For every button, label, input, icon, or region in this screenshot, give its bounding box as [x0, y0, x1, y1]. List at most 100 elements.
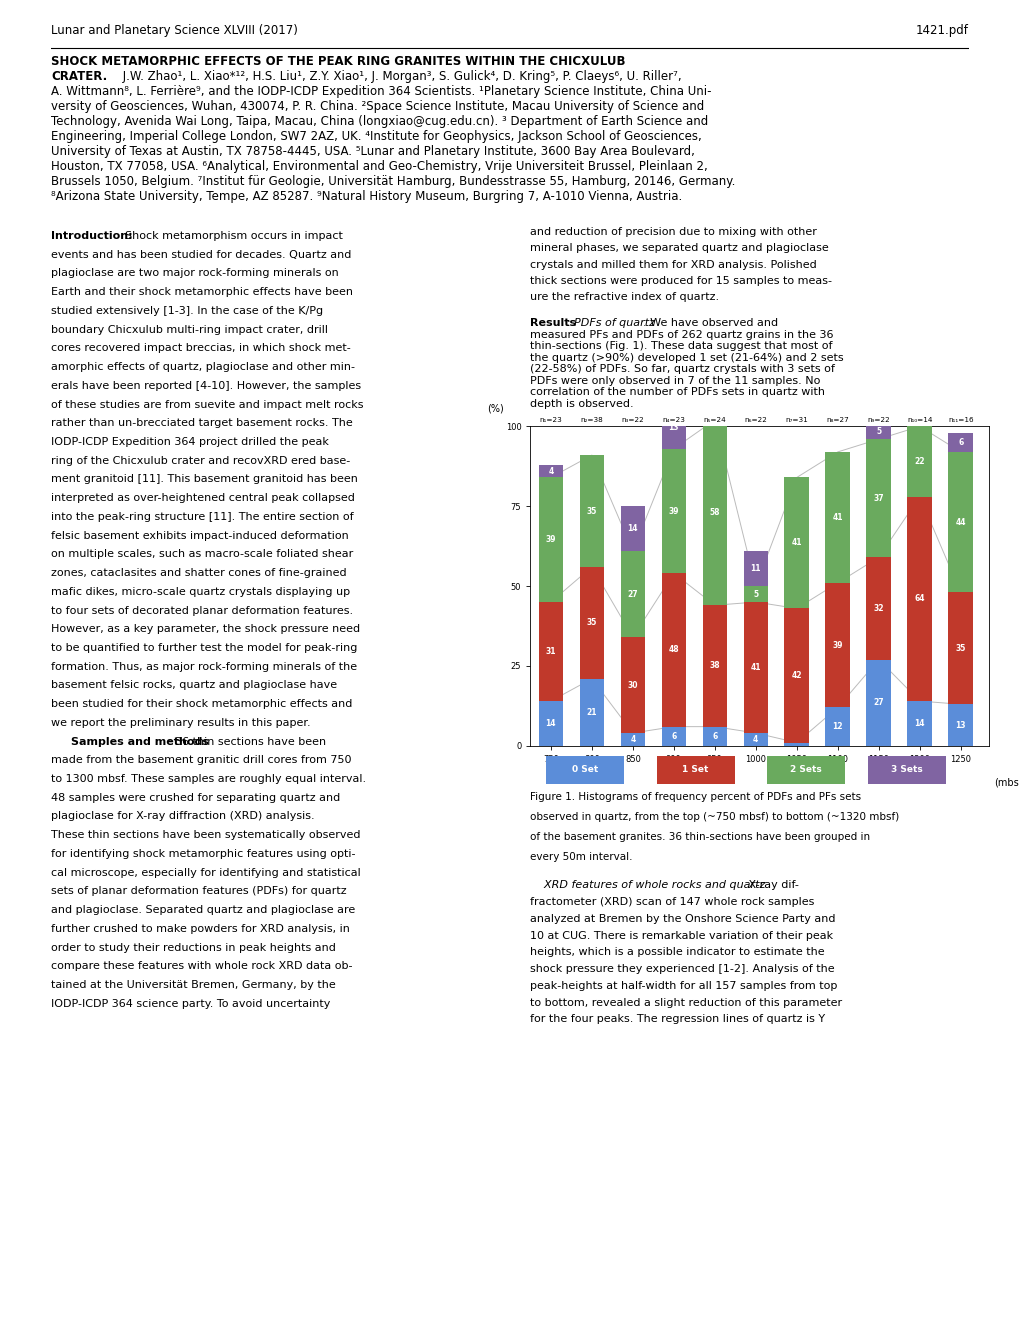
- Bar: [538, 465, 562, 478]
- Text: 6: 6: [711, 731, 716, 741]
- Text: been studied for their shock metamorphic effects and: been studied for their shock metamorphic…: [51, 700, 352, 709]
- Text: boundary Chicxulub multi-ring impact crater, drill: boundary Chicxulub multi-ring impact cra…: [51, 325, 328, 335]
- Bar: [743, 550, 767, 586]
- Text: 21: 21: [586, 708, 596, 717]
- Text: thin-sections (Fig. 1). These data suggest that most of: thin-sections (Fig. 1). These data sugge…: [530, 341, 833, 351]
- Bar: [661, 449, 686, 573]
- Text: 41: 41: [750, 663, 760, 672]
- Bar: [865, 424, 891, 440]
- Text: compare these features with whole rock XRD data ob-: compare these features with whole rock X…: [51, 961, 353, 972]
- Text: rather than un-brecciated target basement rocks. The: rather than un-brecciated target basemen…: [51, 418, 353, 428]
- Text: IODP-ICDP 364 science party. To avoid uncertainty: IODP-ICDP 364 science party. To avoid un…: [51, 999, 330, 1008]
- Text: 39: 39: [832, 640, 842, 649]
- Text: Introduction:: Introduction:: [51, 231, 132, 242]
- Text: These thin sections have been systematically observed: These thin sections have been systematic…: [51, 830, 360, 841]
- Bar: [824, 451, 849, 583]
- Text: 14: 14: [545, 719, 555, 727]
- Bar: [620, 638, 644, 733]
- Bar: [661, 407, 686, 449]
- Text: and reduction of precision due to mixing with other: and reduction of precision due to mixing…: [530, 227, 816, 238]
- Text: on multiple scales, such as macro-scale foliated shear: on multiple scales, such as macro-scale …: [51, 549, 353, 560]
- Text: n₉=22: n₉=22: [866, 417, 890, 422]
- Bar: [702, 420, 727, 606]
- Bar: [546, 755, 624, 784]
- Text: 27: 27: [872, 698, 883, 708]
- Text: 39: 39: [545, 536, 555, 544]
- Text: basement felsic rocks, quartz and plagioclase have: basement felsic rocks, quartz and plagio…: [51, 680, 337, 690]
- Bar: [865, 557, 891, 660]
- Text: every 50m interval.: every 50m interval.: [530, 851, 632, 862]
- Bar: [538, 478, 562, 602]
- Text: we report the preliminary results in this paper.: we report the preliminary results in thi…: [51, 718, 311, 727]
- Text: 6: 6: [671, 731, 676, 741]
- Text: 42: 42: [791, 671, 801, 680]
- Text: Lunar and Planetary Science XLVIII (2017): Lunar and Planetary Science XLVIII (2017…: [51, 24, 298, 37]
- Text: 5: 5: [875, 426, 880, 436]
- Text: . We have observed and: . We have observed and: [643, 318, 777, 329]
- Bar: [661, 573, 686, 726]
- Bar: [579, 455, 603, 566]
- Bar: [702, 726, 727, 746]
- Text: for the four peaks. The regression lines of quartz is Y: for the four peaks. The regression lines…: [530, 1015, 824, 1024]
- Text: ⁸Arizona State University, Tempe, AZ 85287. ⁹Natural History Museum, Burgring 7,: ⁸Arizona State University, Tempe, AZ 852…: [51, 190, 682, 203]
- Bar: [620, 733, 644, 746]
- Text: to 1300 mbsf. These samples are roughly equal interval.: to 1300 mbsf. These samples are roughly …: [51, 774, 366, 784]
- Text: 44: 44: [955, 517, 965, 527]
- Text: measured PFs and PDFs of 262 quartz grains in the 36: measured PFs and PDFs of 262 quartz grai…: [530, 330, 834, 339]
- Text: n₇=31: n₇=31: [785, 417, 807, 422]
- Bar: [538, 602, 562, 701]
- Text: order to study their reductions in peak heights and: order to study their reductions in peak …: [51, 942, 335, 953]
- Text: peak-heights at half-width for all 157 samples from top: peak-heights at half-width for all 157 s…: [530, 981, 837, 991]
- Text: further crushed to make powders for XRD analysis, in: further crushed to make powders for XRD …: [51, 924, 350, 933]
- Text: PDFs were only observed in 7 of the 11 samples. No: PDFs were only observed in 7 of the 11 s…: [530, 376, 820, 385]
- Bar: [702, 606, 727, 726]
- Text: 58: 58: [709, 508, 719, 517]
- Text: Samples and methods: Samples and methods: [71, 737, 209, 747]
- Text: of the basement granites. 36 thin-sections have been grouped in: of the basement granites. 36 thin-sectio…: [530, 832, 869, 842]
- Text: n₅=24: n₅=24: [703, 417, 726, 422]
- Text: 4: 4: [630, 735, 635, 744]
- Text: versity of Geosciences, Wuhan, 430074, P. R. China. ²Space Science Institute, Ma: versity of Geosciences, Wuhan, 430074, P…: [51, 100, 703, 114]
- Text: cal microscope, especially for identifying and statistical: cal microscope, especially for identifyi…: [51, 867, 361, 878]
- Text: CRATER.: CRATER.: [51, 70, 107, 83]
- Text: 35: 35: [586, 618, 596, 627]
- Text: (22-58%) of PDFs. So far, quartz crystals with 3 sets of: (22-58%) of PDFs. So far, quartz crystal…: [530, 364, 835, 374]
- Bar: [784, 478, 808, 609]
- Text: made from the basement granitic drill cores from 750: made from the basement granitic drill co…: [51, 755, 352, 766]
- Bar: [784, 743, 808, 746]
- Text: crystals and milled them for XRD analysis. Polished: crystals and milled them for XRD analysi…: [530, 260, 816, 269]
- Text: cores recovered impact breccias, in which shock met-: cores recovered impact breccias, in whic…: [51, 343, 351, 354]
- Bar: [824, 708, 849, 746]
- Text: n₁=23: n₁=23: [539, 417, 561, 422]
- Text: 1421.pdf: 1421.pdf: [915, 24, 968, 37]
- Text: erals have been reported [4-10]. However, the samples: erals have been reported [4-10]. However…: [51, 380, 361, 391]
- Text: Earth and their shock metamorphic effects have been: Earth and their shock metamorphic effect…: [51, 288, 353, 297]
- Text: 31: 31: [545, 647, 555, 656]
- Text: 35: 35: [955, 644, 965, 653]
- Text: 10 at CUG. There is remarkable variation of their peak: 10 at CUG. There is remarkable variation…: [530, 931, 833, 941]
- Text: 0 Set: 0 Set: [572, 766, 598, 774]
- Text: the quartz (>90%) developed 1 set (21-64%) and 2 sets: the quartz (>90%) developed 1 set (21-64…: [530, 352, 843, 363]
- Text: Results: Results: [530, 318, 576, 329]
- Text: 32: 32: [872, 605, 883, 612]
- Text: 64: 64: [914, 594, 924, 603]
- Bar: [656, 755, 734, 784]
- Text: 39: 39: [667, 507, 679, 516]
- Text: events and has been studied for decades. Quartz and: events and has been studied for decades.…: [51, 249, 351, 260]
- Bar: [661, 726, 686, 746]
- Text: 48: 48: [667, 645, 679, 655]
- Text: observed in quartz, from the top (~750 mbsf) to bottom (~1320 mbsf): observed in quartz, from the top (~750 m…: [530, 812, 899, 822]
- Bar: [743, 602, 767, 733]
- Text: 37: 37: [872, 494, 883, 503]
- Text: of these studies are from suevite and impact melt rocks: of these studies are from suevite and im…: [51, 400, 363, 409]
- Text: (%): (%): [486, 404, 503, 413]
- Text: 30: 30: [627, 681, 638, 689]
- Bar: [907, 496, 931, 701]
- Text: 41: 41: [832, 513, 842, 521]
- Text: Brussels 1050, Belgium. ⁷Institut für Geologie, Universität Hamburg, Bundesstras: Brussels 1050, Belgium. ⁷Institut für Ge…: [51, 176, 735, 187]
- Text: depth is observed.: depth is observed.: [530, 399, 634, 409]
- Text: felsic basement exhibits impact-induced deformation: felsic basement exhibits impact-induced …: [51, 531, 348, 541]
- Text: thick sections were produced for 15 samples to meas-: thick sections were produced for 15 samp…: [530, 276, 832, 286]
- Text: heights, which is a possible indicator to estimate the: heights, which is a possible indicator t…: [530, 948, 824, 957]
- Text: J.W. Zhao¹, L. Xiao*¹², H.S. Liu¹, Z.Y. Xiao¹, J. Morgan³, S. Gulick⁴, D. Kring⁵: J.W. Zhao¹, L. Xiao*¹², H.S. Liu¹, Z.Y. …: [119, 70, 681, 83]
